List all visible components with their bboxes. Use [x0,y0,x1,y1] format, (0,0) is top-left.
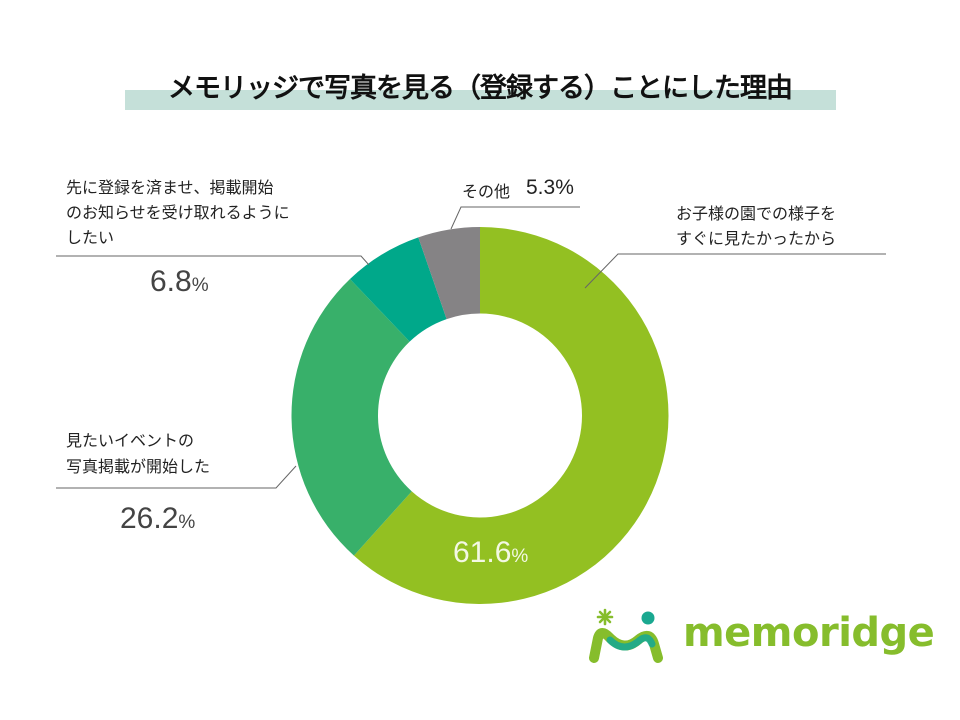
leader-line-seg4 [450,206,580,230]
leader-line-seg1 [584,253,886,289]
donut-segment-2 [291,279,412,556]
seg3-pct-value: 6.8 [150,265,192,298]
seg1-label-line2: すぐに見たかったから [676,229,837,248]
seg2-label-line1: 見たいイベントの [66,431,195,450]
seg1-label-line1: お子様の園での様子を [676,204,837,223]
seg3-label-line2: のお知らせを受け取れるように [66,203,290,222]
seg2-label-line2: 写真掲載が開始した [66,457,211,476]
memoridge-logo: memoridge [588,608,935,668]
seg3-label-line1: 先に登録を済ませ、掲載開始 [66,178,274,197]
logo-wordmark: memoridge [683,610,935,656]
leader-line-seg3 [56,255,370,266]
title-band [125,90,836,110]
seg3-pct-unit: % [191,275,209,296]
seg2-percentage: 26.2% [120,502,195,536]
seg4-percentage: 5.3% [526,176,574,199]
seg1-percentage: 61.6% [453,536,528,570]
seg3-label-line3: したい [66,228,115,247]
seg3-percentage: 6.8% [150,265,209,299]
seg2-pct-unit: % [178,512,196,533]
donut-segment-4 [418,227,480,320]
seg2-pct-value: 26.2 [120,502,179,535]
seg4-label: その他 [462,182,511,201]
donut-segment-1 [353,227,669,605]
leader-line-seg2 [56,465,297,489]
seg1-pct-value: 61.6 [453,536,512,569]
chart-title: メモリッジで写真を見る（登録する）ことにした理由 [168,73,793,104]
donut-segment-3 [349,237,447,342]
logo-mark-icon [589,608,663,663]
seg1-pct-unit: % [511,546,529,567]
